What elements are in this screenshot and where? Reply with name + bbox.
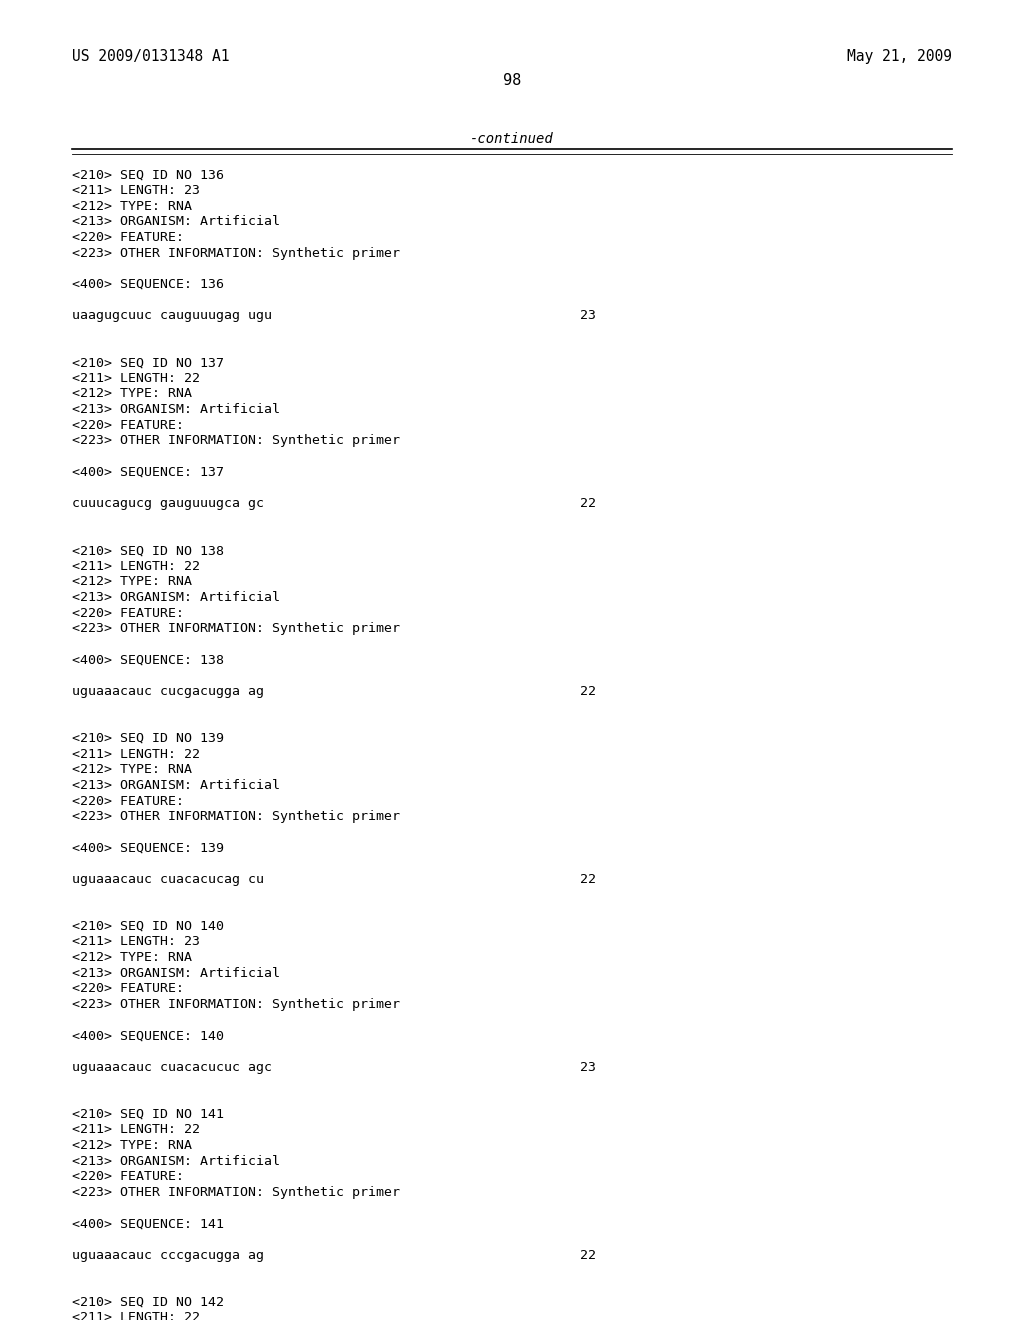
Text: <223> OTHER INFORMATION: Synthetic primer: <223> OTHER INFORMATION: Synthetic prime… [72,1185,400,1199]
Text: <220> FEATURE:: <220> FEATURE: [72,231,184,244]
Text: <212> TYPE: RNA: <212> TYPE: RNA [72,763,193,776]
Text: <223> OTHER INFORMATION: Synthetic primer: <223> OTHER INFORMATION: Synthetic prime… [72,247,400,260]
Text: <220> FEATURE:: <220> FEATURE: [72,418,184,432]
Text: <211> LENGTH: 22: <211> LENGTH: 22 [72,372,200,385]
Text: <213> ORGANISM: Artificial: <213> ORGANISM: Artificial [72,403,280,416]
Text: <213> ORGANISM: Artificial: <213> ORGANISM: Artificial [72,1155,280,1168]
Text: <220> FEATURE:: <220> FEATURE: [72,607,184,619]
Text: uaagugcuuc cauguuugag ugu: uaagugcuuc cauguuugag ugu [72,309,272,322]
Text: <400> SEQUENCE: 138: <400> SEQUENCE: 138 [72,653,224,667]
Text: <210> SEQ ID NO 140: <210> SEQ ID NO 140 [72,920,224,933]
Text: <211> LENGTH: 22: <211> LENGTH: 22 [72,1123,200,1137]
Text: <210> SEQ ID NO 139: <210> SEQ ID NO 139 [72,731,224,744]
Text: <223> OTHER INFORMATION: Synthetic primer: <223> OTHER INFORMATION: Synthetic prime… [72,622,400,635]
Text: <223> OTHER INFORMATION: Synthetic primer: <223> OTHER INFORMATION: Synthetic prime… [72,998,400,1011]
Text: <210> SEQ ID NO 136: <210> SEQ ID NO 136 [72,168,224,181]
Text: cuuucagucg gauguuugca gc: cuuucagucg gauguuugca gc [72,498,264,510]
Text: <223> OTHER INFORMATION: Synthetic primer: <223> OTHER INFORMATION: Synthetic prime… [72,810,400,824]
Text: <211> LENGTH: 23: <211> LENGTH: 23 [72,936,200,949]
Text: <211> LENGTH: 22: <211> LENGTH: 22 [72,560,200,573]
Text: <210> SEQ ID NO 138: <210> SEQ ID NO 138 [72,544,224,557]
Text: <211> LENGTH: 22: <211> LENGTH: 22 [72,1311,200,1320]
Text: May 21, 2009: May 21, 2009 [847,49,952,63]
Text: <400> SEQUENCE: 136: <400> SEQUENCE: 136 [72,279,224,290]
Text: <213> ORGANISM: Artificial: <213> ORGANISM: Artificial [72,779,280,792]
Text: <223> OTHER INFORMATION: Synthetic primer: <223> OTHER INFORMATION: Synthetic prime… [72,434,400,447]
Text: <213> ORGANISM: Artificial: <213> ORGANISM: Artificial [72,591,280,605]
Text: 23: 23 [580,1061,596,1073]
Text: <211> LENGTH: 23: <211> LENGTH: 23 [72,183,200,197]
Text: -continued: -continued [470,132,554,147]
Text: <400> SEQUENCE: 137: <400> SEQUENCE: 137 [72,466,224,479]
Text: 22: 22 [580,498,596,510]
Text: <210> SEQ ID NO 141: <210> SEQ ID NO 141 [72,1107,224,1121]
Text: 23: 23 [580,309,596,322]
Text: <400> SEQUENCE: 140: <400> SEQUENCE: 140 [72,1030,224,1043]
Text: <220> FEATURE:: <220> FEATURE: [72,795,184,808]
Text: <220> FEATURE:: <220> FEATURE: [72,1171,184,1183]
Text: <210> SEQ ID NO 142: <210> SEQ ID NO 142 [72,1295,224,1308]
Text: <212> TYPE: RNA: <212> TYPE: RNA [72,952,193,964]
Text: 22: 22 [580,873,596,886]
Text: uguaaacauc cuacacucag cu: uguaaacauc cuacacucag cu [72,873,264,886]
Text: <210> SEQ ID NO 137: <210> SEQ ID NO 137 [72,356,224,370]
Text: <400> SEQUENCE: 139: <400> SEQUENCE: 139 [72,841,224,854]
Text: <212> TYPE: RNA: <212> TYPE: RNA [72,388,193,400]
Text: US 2009/0131348 A1: US 2009/0131348 A1 [72,49,229,63]
Text: uguaaacauc cucgacugga ag: uguaaacauc cucgacugga ag [72,685,264,698]
Text: <400> SEQUENCE: 141: <400> SEQUENCE: 141 [72,1217,224,1230]
Text: <212> TYPE: RNA: <212> TYPE: RNA [72,1139,193,1152]
Text: <211> LENGTH: 22: <211> LENGTH: 22 [72,747,200,760]
Text: 98: 98 [503,74,521,88]
Text: <212> TYPE: RNA: <212> TYPE: RNA [72,199,193,213]
Text: <220> FEATURE:: <220> FEATURE: [72,982,184,995]
Text: <213> ORGANISM: Artificial: <213> ORGANISM: Artificial [72,966,280,979]
Text: 22: 22 [580,1249,596,1262]
Text: <212> TYPE: RNA: <212> TYPE: RNA [72,576,193,589]
Text: <213> ORGANISM: Artificial: <213> ORGANISM: Artificial [72,215,280,228]
Text: uguaaacauc cuacacucuc agc: uguaaacauc cuacacucuc agc [72,1061,272,1073]
Text: uguaaacauc cccgacugga ag: uguaaacauc cccgacugga ag [72,1249,264,1262]
Text: 22: 22 [580,685,596,698]
